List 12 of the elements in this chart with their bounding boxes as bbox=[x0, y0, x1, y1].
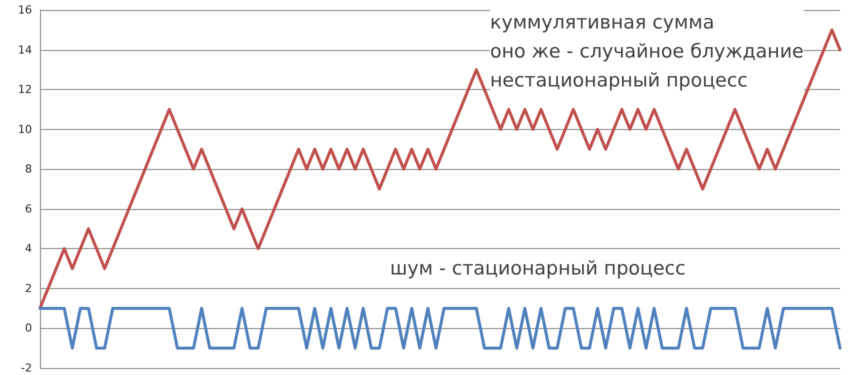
y-tick-label: 14 bbox=[18, 43, 32, 56]
annotation: куммулятивная сумма оно же - случайное блуждание нестационарный процесс bbox=[490, 12, 804, 92]
annotation: шум - стационарный процесс bbox=[390, 258, 686, 280]
y-tick-label: 16 bbox=[18, 4, 32, 16]
y-tick-label: 10 bbox=[18, 122, 32, 136]
y-tick-label: -2 bbox=[21, 362, 32, 374]
y-tick-label: 4 bbox=[25, 242, 32, 256]
y-tick-label: 8 bbox=[25, 162, 32, 176]
y-tick-label: 12 bbox=[18, 83, 32, 96]
y-tick-label: 2 bbox=[25, 282, 32, 295]
y-tick-label: 6 bbox=[25, 202, 32, 216]
y-tick-label: 0 bbox=[25, 322, 32, 335]
